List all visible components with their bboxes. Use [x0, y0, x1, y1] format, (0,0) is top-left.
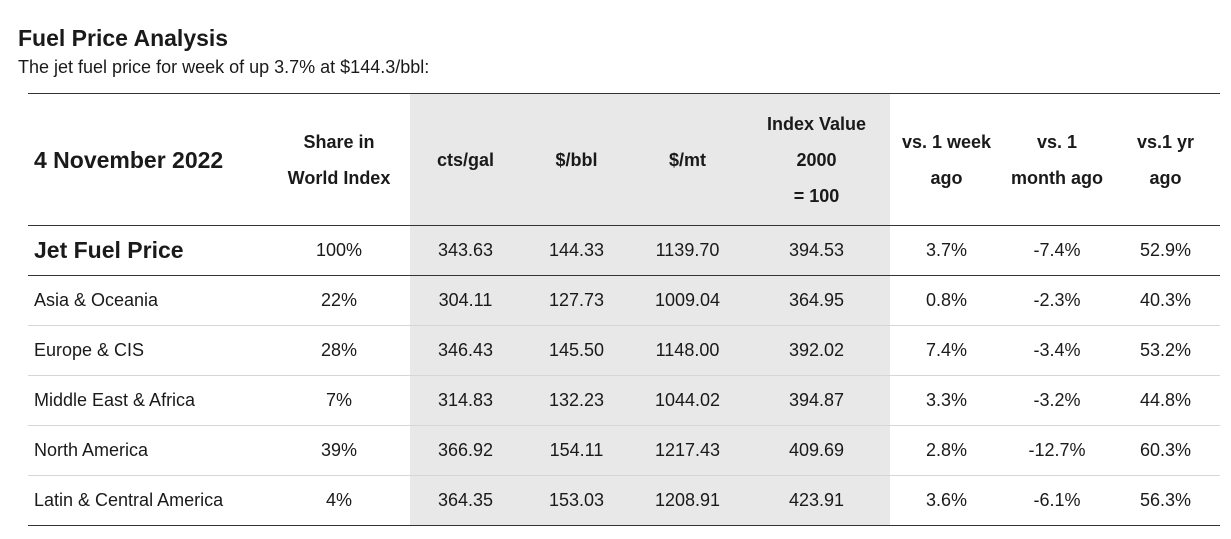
cell-vs-month: -7.4%: [1033, 240, 1081, 260]
cell-cts-gal: 304.11: [410, 275, 521, 326]
cell-vs-month: -3.2%: [1033, 390, 1081, 410]
cell-vs-week: 0.8%: [925, 290, 968, 310]
cell-vs-month: -2.3%: [1033, 290, 1081, 310]
cell-cts-gal: 364.35: [410, 475, 521, 526]
cell-vs-year: 56.3%: [1139, 490, 1192, 510]
header-index-line2: 2000: [796, 149, 837, 170]
fuel-price-table: 4 November 2022 Share in World Index cts…: [28, 93, 1220, 526]
page-subtitle: The jet fuel price for week of up 3.7% a…: [18, 57, 430, 77]
table-row-latin-central-america: Latin & Central America 4% 364.35 153.03…: [28, 475, 1220, 526]
header-vs-week: vs. 1 week ago: [890, 94, 1003, 226]
cell-usd-bbl: 127.73: [521, 275, 632, 326]
header-vs-month-line1: vs. 1: [1036, 131, 1078, 152]
table-row-jet-fuel-price: Jet Fuel Price 100% 343.63 144.33 1139.7…: [28, 225, 1220, 276]
cell-usd-bbl: 132.23: [521, 375, 632, 426]
header-vs-week-line1: vs. 1 week: [901, 131, 992, 152]
table-row-europe-cis: Europe & CIS 28% 346.43 145.50 1148.00 3…: [28, 325, 1220, 376]
cell-vs-week: 3.7%: [925, 240, 968, 260]
cell-share: 39%: [320, 440, 358, 460]
cell-index: 392.02: [743, 325, 890, 376]
table-row-asia-oceania: Asia & Oceania 22% 304.11 127.73 1009.04…: [28, 275, 1220, 326]
cell-usd-mt: 1208.91: [632, 475, 743, 526]
cell-usd-mt: 1044.02: [632, 375, 743, 426]
cell-index: 423.91: [743, 475, 890, 526]
cell-index: 364.95: [743, 275, 890, 326]
cell-region: Latin & Central America: [34, 490, 224, 510]
cell-usd-bbl: 153.03: [521, 475, 632, 526]
cell-region: Jet Fuel Price: [34, 237, 184, 263]
cell-usd-bbl: 144.33: [521, 225, 632, 276]
cell-usd-mt: 1009.04: [632, 275, 743, 326]
cell-vs-month: -6.1%: [1033, 490, 1081, 510]
cell-cts-gal: 314.83: [410, 375, 521, 426]
cell-usd-mt: 1217.43: [632, 425, 743, 476]
header-vs-week-line2: ago: [930, 167, 963, 188]
cell-vs-year: 60.3%: [1139, 440, 1192, 460]
cell-vs-week: 3.3%: [925, 390, 968, 410]
cell-vs-year: 52.9%: [1139, 240, 1192, 260]
cell-vs-year: 44.8%: [1139, 390, 1192, 410]
table-row-north-america: North America 39% 366.92 154.11 1217.43 …: [28, 425, 1220, 476]
header-usd-bbl: $/bbl: [521, 93, 632, 226]
header-index-value: Index Value 2000 = 100: [743, 93, 890, 226]
header-date: 4 November 2022: [34, 146, 224, 173]
cell-usd-bbl: 154.11: [521, 425, 632, 476]
cell-cts-gal: 343.63: [410, 225, 521, 276]
cell-index: 394.87: [743, 375, 890, 426]
header-index-line1: Index Value: [766, 113, 867, 134]
cell-vs-year: 53.2%: [1139, 340, 1192, 360]
header-vs-year-line2: ago: [1149, 167, 1182, 188]
fuel-price-table-container: 4 November 2022 Share in World Index cts…: [28, 93, 1220, 526]
cell-vs-month: -12.7%: [1028, 440, 1086, 460]
page-title: Fuel Price Analysis: [18, 25, 229, 51]
header-usd-mt: $/mt: [632, 93, 743, 226]
header-vs-year-line1: vs.1 yr: [1136, 131, 1195, 152]
cell-vs-year: 40.3%: [1139, 290, 1192, 310]
cell-region: Europe & CIS: [34, 340, 145, 360]
cell-share: 7%: [325, 390, 352, 410]
cell-vs-week: 3.6%: [925, 490, 968, 510]
header-share-line1: Share in: [303, 131, 375, 152]
header-share: Share in World Index: [268, 94, 410, 226]
cell-share: 4%: [325, 490, 352, 510]
cell-index: 394.53: [743, 225, 890, 276]
cell-share: 22%: [320, 290, 358, 310]
cell-region: Asia & Oceania: [34, 290, 159, 310]
cell-share: 28%: [320, 340, 358, 360]
cell-region: North America: [34, 440, 149, 460]
table-row-middle-east-africa: Middle East & Africa 7% 314.83 132.23 10…: [28, 375, 1220, 426]
cell-usd-bbl: 145.50: [521, 325, 632, 376]
cell-vs-month: -3.4%: [1033, 340, 1081, 360]
cell-region: Middle East & Africa: [34, 390, 196, 410]
cell-vs-week: 2.8%: [925, 440, 968, 460]
cell-index: 409.69: [743, 425, 890, 476]
cell-share: 100%: [315, 240, 363, 260]
cell-usd-mt: 1148.00: [632, 325, 743, 376]
cell-usd-mt: 1139.70: [632, 225, 743, 276]
header-index-line3: = 100: [793, 185, 840, 206]
header-vs-month-line2: month ago: [1011, 167, 1103, 188]
cell-cts-gal: 366.92: [410, 425, 521, 476]
table-header-row: 4 November 2022 Share in World Index cts…: [28, 93, 1220, 226]
header-cts-gal: cts/gal: [410, 93, 521, 226]
cell-vs-week: 7.4%: [925, 340, 968, 360]
cell-cts-gal: 346.43: [410, 325, 521, 376]
header-vs-year: vs.1 yr ago: [1111, 94, 1220, 226]
header-vs-month: vs. 1 month ago: [1003, 94, 1111, 226]
header-share-line2: World Index: [287, 167, 391, 188]
